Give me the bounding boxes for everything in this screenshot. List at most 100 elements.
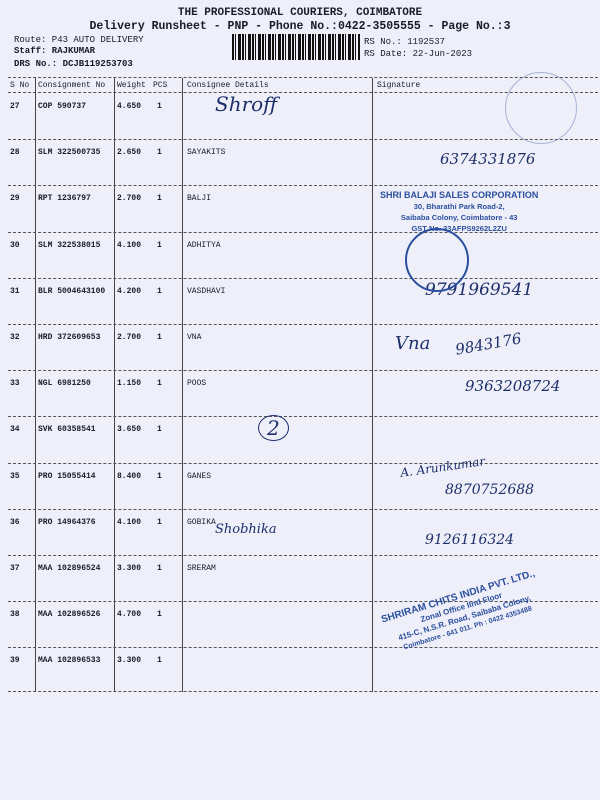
cell-weight: 2.700 (117, 194, 142, 204)
col-header-pcs: PCS (153, 81, 168, 90)
cell-consignee: BALJI (187, 194, 212, 204)
shriram-chits-stamp: SHRIRAM CHITS INDIA PVT. LTD., Zonal Off… (380, 568, 546, 657)
row-divider (8, 185, 598, 187)
round-seal (405, 228, 469, 292)
cell-consignee: SAYAKITS (187, 148, 226, 158)
cell-cons: PRO 14964376 (38, 517, 96, 527)
handwritten-signature: Vna (395, 333, 431, 354)
row-divider (8, 416, 598, 418)
cell-pcs: 1 (157, 286, 162, 296)
cell-pcs: 1 (157, 379, 162, 389)
cell-pcs: 1 (157, 471, 162, 481)
handwritten-phone: 6374331876 (440, 150, 536, 168)
cell-consignee: ADHITYA (187, 240, 221, 250)
cell-cons: MAA 102896533 (38, 656, 101, 666)
cell-cons: RPT 1236797 (38, 194, 91, 204)
rs-number: RS No.: 1192537 (364, 37, 446, 47)
row-divider (8, 324, 598, 325)
handwritten-phone: 9843176 (453, 329, 523, 359)
cell-pcs: 1 (157, 102, 162, 111)
divider (8, 77, 598, 78)
column-divider (114, 78, 115, 692)
handwritten-signature: A. Arunkumar (399, 454, 486, 480)
cell-weight: 3.650 (117, 425, 142, 435)
cell-sno: 30 (10, 240, 20, 250)
drs-number: DRS No.: DCJB119253703 (14, 59, 133, 69)
row-divider (8, 277, 598, 279)
row-divider (8, 555, 598, 556)
round-seal (505, 72, 577, 144)
handwritten-signature: Shroff (215, 92, 278, 116)
cell-sno: 37 (10, 564, 20, 573)
cell-cons: HRD 372609653 (38, 333, 101, 342)
col-header-sno: S No (10, 81, 30, 90)
handwritten-phone: 9126116324 (425, 532, 515, 548)
cell-pcs: 1 (157, 564, 162, 573)
cell-sno: 34 (10, 425, 20, 435)
cell-sno: 38 (10, 610, 20, 620)
cell-cons: BLR 5004643100 (38, 286, 106, 296)
row-divider (8, 691, 598, 692)
cell-sno: 32 (10, 333, 20, 342)
cell-cons: PRO 15055414 (38, 471, 96, 481)
cell-cons: COP 590737 (38, 102, 87, 111)
cell-sno: 27 (10, 102, 20, 111)
cell-cons: NGL 6981250 (38, 379, 91, 389)
row-divider (8, 601, 598, 603)
cell-pcs: 1 (157, 656, 162, 666)
cell-sno: 29 (10, 194, 20, 204)
column-divider (35, 78, 36, 692)
handwritten-phone: 9363208724 (465, 377, 561, 395)
row-divider (8, 647, 598, 649)
handwritten-name: Shobhika (215, 522, 277, 537)
row-divider (8, 231, 598, 233)
cell-consignee: SRERAM (187, 564, 216, 573)
cell-weight: 2.650 (117, 148, 142, 158)
cell-weight: 8.400 (117, 471, 142, 481)
cell-pcs: 1 (157, 148, 162, 158)
stamp-line: 30, Bharathi Park Road-2, (413, 202, 505, 211)
cell-cons: MAA 102896526 (38, 610, 101, 620)
row-divider (8, 462, 598, 464)
runsheet-subtitle: Delivery Runsheet - PNP - Phone No.:0422… (89, 20, 511, 33)
stamp-line: SHRI BALAJI SALES CORPORATION (380, 190, 539, 200)
divider (8, 92, 598, 93)
column-divider (182, 78, 183, 692)
rs-date: RS Date: 22-Jun-2023 (364, 49, 473, 59)
cell-weight: 3.300 (117, 564, 142, 573)
cell-pcs: 1 (157, 194, 162, 204)
cell-pcs: 1 (157, 425, 162, 435)
column-divider (372, 78, 373, 692)
cell-cons: SVK 60358541 (38, 425, 96, 435)
cell-weight: 4.700 (117, 610, 142, 620)
staff: Staff: RAJKUMAR (14, 46, 96, 56)
col-header-weight: Weight (117, 81, 146, 90)
cell-pcs: 1 (157, 517, 162, 527)
cell-cons: SLM 322538015 (38, 240, 101, 250)
cell-consignee: POOS (187, 379, 207, 389)
cell-sno: 28 (10, 148, 20, 158)
barcode (232, 34, 360, 60)
handwritten-phone: 8870752688 (445, 482, 535, 498)
cell-pcs: 1 (157, 333, 162, 342)
cell-consignee: VASDHAVI (187, 286, 226, 296)
row-divider (8, 508, 598, 510)
cell-weight: 1.150 (117, 379, 142, 389)
cell-sno: 35 (10, 471, 20, 481)
col-header-consignee: Consignee Details (187, 81, 269, 90)
cell-sno: 39 (10, 656, 20, 666)
cell-cons: SLM 322500735 (38, 148, 101, 158)
cell-weight: 3.300 (117, 656, 142, 666)
cell-pcs: 1 (157, 240, 162, 250)
cell-consignee: VNA (187, 333, 202, 342)
route: Route: P43 AUTO DELIVERY (14, 35, 144, 45)
stamp-line: GST No. 33AFPS9262L2ZU (411, 224, 507, 233)
cell-weight: 4.200 (117, 286, 142, 296)
cell-sno: 31 (10, 286, 20, 296)
cell-sno: 33 (10, 379, 20, 389)
row-divider (8, 370, 598, 372)
cell-weight: 4.100 (117, 517, 142, 527)
cell-sno: 36 (10, 517, 20, 527)
stamp-line: Saibaba Colony, Coimbatore - 43 (400, 213, 518, 222)
col-header-consignment: Consignment No (38, 81, 106, 90)
